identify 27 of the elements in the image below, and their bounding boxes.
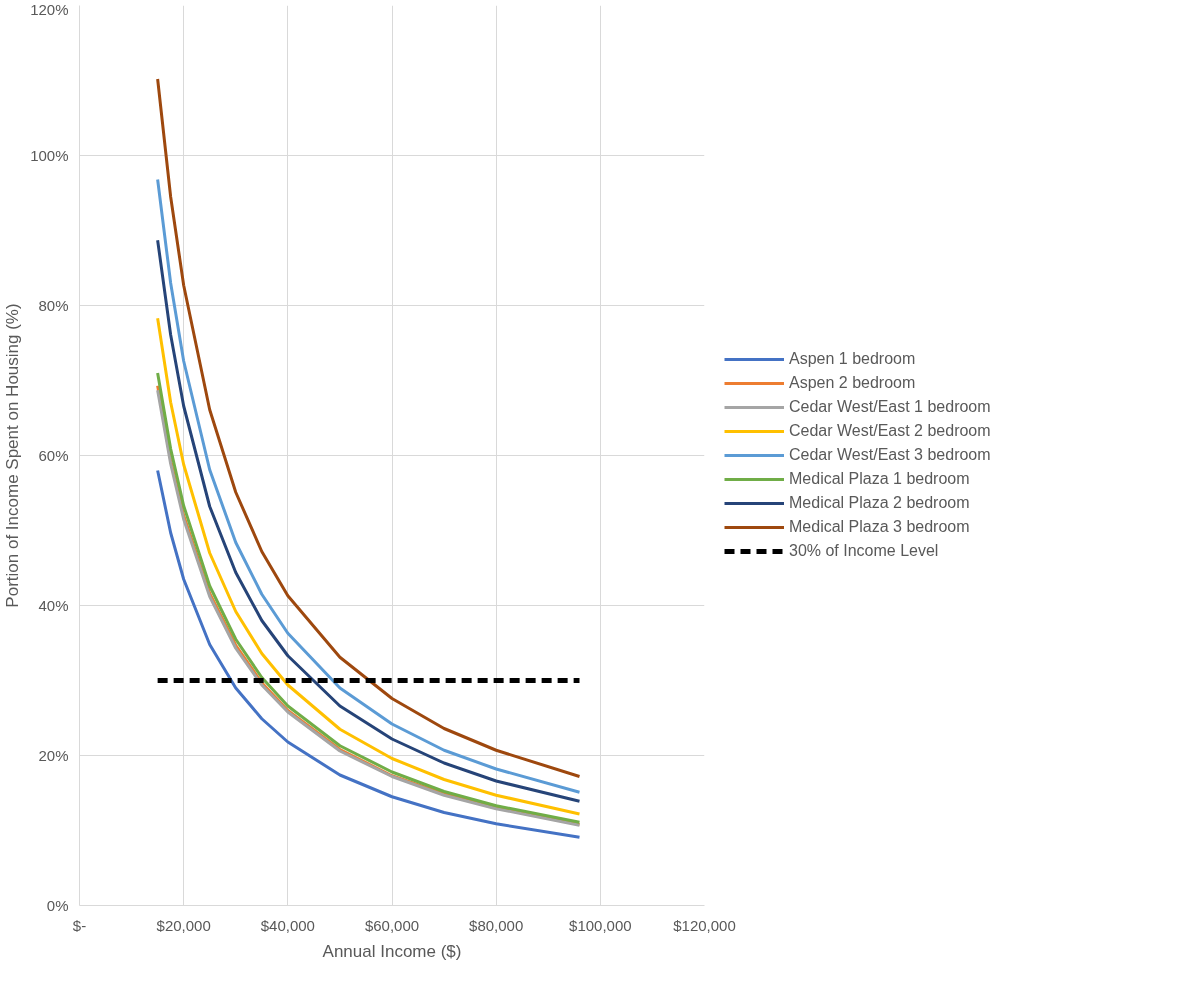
line-series [156, 77, 581, 778]
legend-label: Medical Plaza 1 bedroom [789, 470, 970, 488]
y-tick-label: 80% [38, 297, 69, 314]
x-tick-label: $80,000 [469, 916, 524, 934]
legend-label: 30% of Income Level [789, 542, 939, 560]
x-tick-label: $20,000 [156, 916, 211, 934]
y-tick-label: 60% [38, 447, 69, 464]
legend-label: Medical Plaza 3 bedroom [789, 518, 970, 536]
legend-label: Aspen 2 bedroom [789, 374, 916, 392]
y-tick-label: 120% [30, 0, 69, 18]
legend-label: Cedar West/East 1 bedroom [789, 398, 991, 416]
legend-label: Cedar West/East 3 bedroom [789, 446, 991, 464]
x-tick-label: $- [72, 916, 87, 934]
line-series [156, 469, 581, 839]
legend-label: Aspen 1 bedroom [789, 350, 916, 368]
y-tick-label: 100% [30, 147, 69, 164]
y-tick-label: 20% [38, 747, 69, 764]
y-tick-label: 40% [38, 597, 69, 614]
x-axis-title: Annual Income ($) [322, 941, 462, 961]
y-axis-title: Portion of Income Spent on Housing (%) [3, 303, 23, 608]
x-tick-label: $100,000 [569, 916, 632, 934]
legend-label: Medical Plaza 2 bedroom [789, 494, 970, 512]
y-tick-label: 0% [46, 897, 69, 914]
legend-label: Cedar West/East 2 bedroom [789, 422, 991, 440]
x-tick-label: $60,000 [364, 916, 420, 934]
x-tick-label: $40,000 [260, 916, 315, 934]
x-tick-label: $120,000 [673, 916, 736, 934]
